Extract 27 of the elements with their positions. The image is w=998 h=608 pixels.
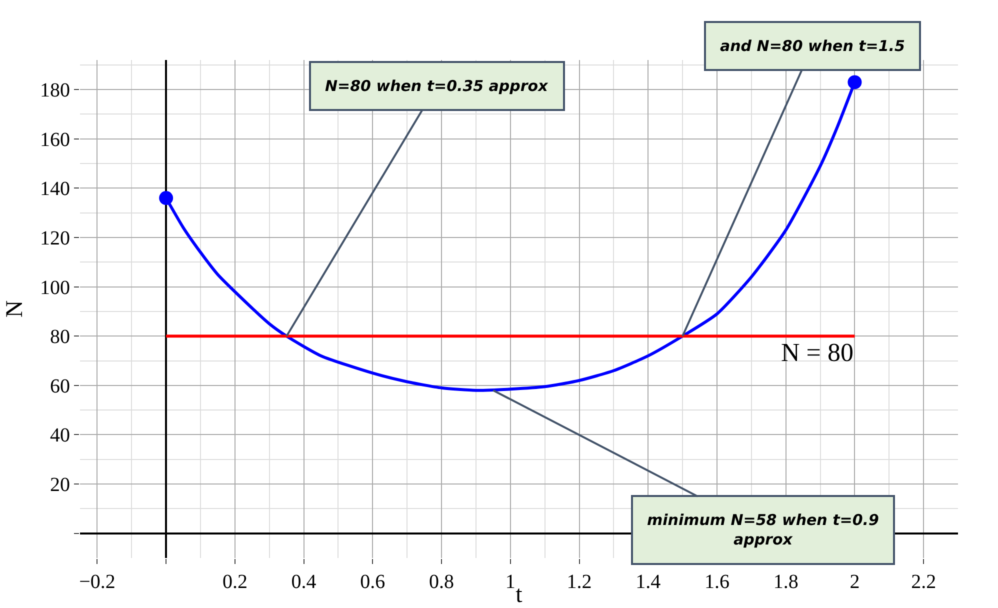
x-tick-label: 0.8 xyxy=(429,571,454,593)
x-tick-label: 2 xyxy=(850,571,860,593)
annotation: minimum N=58 when t=0.9 approx xyxy=(647,511,879,548)
y-tick-label: 180 xyxy=(40,80,70,102)
x-tick-label: 1.2 xyxy=(566,571,592,593)
y-tick-label: 120 xyxy=(40,228,70,250)
x-tick-label: 0.6 xyxy=(360,571,386,593)
x-axis-title: t xyxy=(516,582,523,608)
ref-line-label: N = 80 xyxy=(781,338,854,367)
x-tick-label: 1.8 xyxy=(773,571,798,593)
y-axis-title: N xyxy=(2,300,28,318)
x-tick-label: 0.2 xyxy=(222,571,248,593)
x-tick-label: 1 xyxy=(505,571,516,593)
y-tick-label: 20 xyxy=(50,474,70,496)
x-tick-label: 0.4 xyxy=(291,571,316,593)
annotation: N=80 when t=0.35 approx xyxy=(325,77,550,95)
y-tick-label: 60 xyxy=(50,375,70,398)
x-tick-label: 1.6 xyxy=(704,571,730,593)
y-tick-label: 160 xyxy=(40,128,70,151)
x-tick-label: −0.2 xyxy=(79,571,116,593)
y-tick-label: 140 xyxy=(40,178,70,200)
x-tick-label: 1.4 xyxy=(636,571,661,593)
annotation: and N=80 when t=1.5 xyxy=(720,37,905,55)
y-tick-label: 40 xyxy=(50,424,70,447)
y-tick-label: 100 xyxy=(40,276,70,299)
y-tick-label: 80 xyxy=(50,326,70,348)
x-tick-label: 2.2 xyxy=(911,571,936,593)
